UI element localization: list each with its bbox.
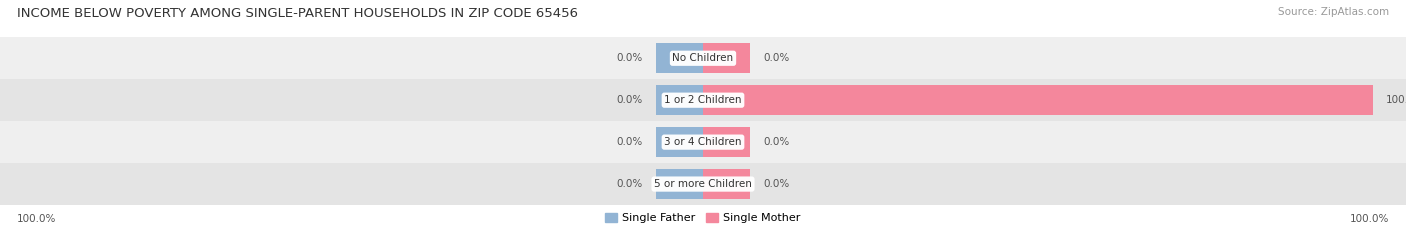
Text: 0.0%: 0.0%: [763, 53, 790, 63]
Text: 100.0%: 100.0%: [1386, 95, 1406, 105]
Text: Source: ZipAtlas.com: Source: ZipAtlas.com: [1278, 7, 1389, 17]
Text: 0.0%: 0.0%: [616, 95, 643, 105]
Bar: [0, 163, 1406, 205]
Bar: [703, 169, 749, 199]
Text: INCOME BELOW POVERTY AMONG SINGLE-PARENT HOUSEHOLDS IN ZIP CODE 65456: INCOME BELOW POVERTY AMONG SINGLE-PARENT…: [17, 7, 578, 20]
Bar: [0, 37, 1406, 79]
Bar: [703, 127, 749, 157]
Bar: [0, 121, 1406, 163]
Bar: [657, 43, 703, 73]
Bar: [657, 127, 703, 157]
Bar: [703, 85, 1372, 115]
Text: 1 or 2 Children: 1 or 2 Children: [664, 95, 742, 105]
Text: 0.0%: 0.0%: [763, 179, 790, 189]
Text: 0.0%: 0.0%: [616, 179, 643, 189]
Bar: [0, 79, 1406, 121]
Bar: [657, 169, 703, 199]
Text: 0.0%: 0.0%: [616, 53, 643, 63]
Legend: Single Father, Single Mother: Single Father, Single Mother: [600, 208, 806, 227]
Text: 0.0%: 0.0%: [763, 137, 790, 147]
Text: 100.0%: 100.0%: [17, 214, 56, 224]
Bar: [703, 43, 749, 73]
Text: 100.0%: 100.0%: [1350, 214, 1389, 224]
Text: 3 or 4 Children: 3 or 4 Children: [664, 137, 742, 147]
Text: 5 or more Children: 5 or more Children: [654, 179, 752, 189]
Text: 0.0%: 0.0%: [616, 137, 643, 147]
Text: No Children: No Children: [672, 53, 734, 63]
Bar: [657, 85, 703, 115]
